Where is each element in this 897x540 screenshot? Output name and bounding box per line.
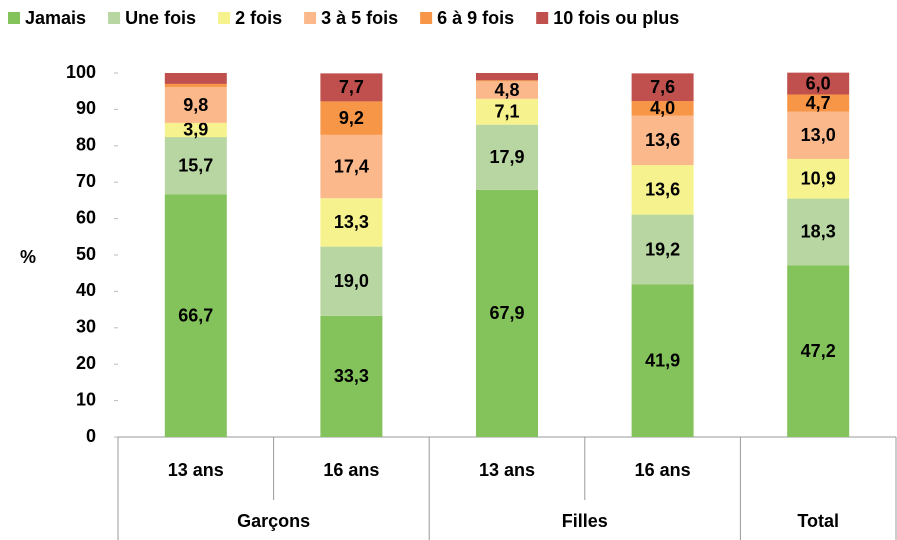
y-tick-label: 100 (66, 62, 96, 82)
bar-segment (787, 94, 850, 112)
bar-segment (476, 124, 538, 190)
legend-swatch (420, 12, 433, 24)
bar-segment (476, 80, 538, 82)
bar-segment (631, 214, 694, 285)
bar-segment (320, 246, 383, 316)
y-tick-label: 90 (76, 98, 96, 118)
y-axis-label: % (20, 247, 36, 267)
bar-segment (320, 73, 383, 102)
bar-segment (320, 101, 383, 135)
y-tick-label: 50 (76, 244, 96, 264)
x-tick-label: 13 ans (168, 460, 224, 480)
bar-segment (631, 101, 694, 116)
legend-label: Jamais (25, 8, 86, 28)
data-label: 4,0 (650, 98, 675, 118)
bar-segment (320, 134, 383, 199)
legend-label: Une fois (125, 8, 196, 28)
legend-label: 3 à 5 fois (321, 8, 398, 28)
legend-label: 2 fois (235, 8, 282, 28)
data-label: 3,9 (183, 120, 208, 140)
bar-segment (476, 81, 538, 99)
data-label: 17,9 (489, 147, 524, 167)
data-label: 19,2 (645, 239, 680, 259)
bar-segment (320, 198, 383, 247)
data-label: 13,0 (801, 125, 836, 145)
data-label: 47,2 (801, 341, 836, 361)
data-label: 17,4 (334, 156, 369, 176)
y-tick-label: 10 (76, 389, 96, 409)
group-label: Garçons (237, 511, 310, 531)
legend-swatch (536, 12, 549, 24)
legend-swatch (218, 12, 231, 24)
data-label: 33,3 (334, 366, 369, 386)
y-tick-label: 0 (86, 426, 96, 446)
bar-segment (164, 137, 227, 195)
bar-segment (476, 98, 538, 125)
data-label: 9,8 (183, 95, 208, 115)
y-tick-label: 60 (76, 207, 96, 227)
data-label: 66,7 (178, 305, 213, 325)
data-label: 41,9 (645, 350, 680, 370)
legend-swatch (108, 12, 121, 24)
data-label: 7,7 (339, 77, 364, 97)
legend-label: 10 fois ou plus (553, 8, 679, 28)
bar-segment (631, 115, 694, 166)
data-label: 19,0 (334, 271, 369, 291)
bar-segment (787, 265, 850, 437)
data-label: 10,9 (801, 168, 836, 188)
group-label: Filles (562, 511, 608, 531)
bar-segment (631, 165, 694, 215)
legend-swatch (304, 12, 317, 24)
bar-segment (164, 122, 227, 138)
data-label: 9,2 (339, 108, 364, 128)
bar-segment (631, 73, 694, 102)
bar-segment (476, 73, 538, 81)
bar-segment (787, 111, 850, 159)
data-label: 4,8 (494, 80, 519, 100)
data-label: 7,6 (650, 77, 675, 97)
legend-swatch (8, 12, 20, 24)
x-tick-label: 13 ans (479, 460, 535, 480)
bar-segment (164, 87, 227, 123)
legend-label: 6 à 9 fois (437, 8, 514, 28)
bar-segment (476, 189, 538, 437)
data-label: 13,3 (334, 212, 369, 232)
y-tick-label: 20 (76, 353, 96, 373)
data-label: 18,3 (801, 222, 836, 242)
y-tick-label: 30 (76, 317, 96, 337)
bar-segment (787, 158, 850, 199)
bar-segment (164, 73, 227, 84)
data-label: 4,7 (806, 93, 831, 113)
x-tick-label: 16 ans (635, 460, 691, 480)
group-label: Total (797, 511, 839, 531)
data-label: 15,7 (178, 155, 213, 175)
bar-segment (787, 72, 850, 95)
data-label: 67,9 (489, 303, 524, 323)
bar-segment (164, 194, 227, 437)
y-tick-label: 80 (76, 135, 96, 155)
bar-segment (164, 83, 227, 88)
bar-segment (631, 284, 694, 437)
bar-segment (320, 315, 383, 437)
y-tick-label: 40 (76, 280, 96, 300)
data-label: 13,6 (645, 180, 680, 200)
y-tick-label: 70 (76, 171, 96, 191)
data-label: 7,1 (494, 102, 519, 122)
data-label: 13,6 (645, 130, 680, 150)
data-label: 6,0 (806, 73, 831, 93)
x-tick-label: 16 ans (323, 460, 379, 480)
bar-segment (787, 198, 850, 266)
